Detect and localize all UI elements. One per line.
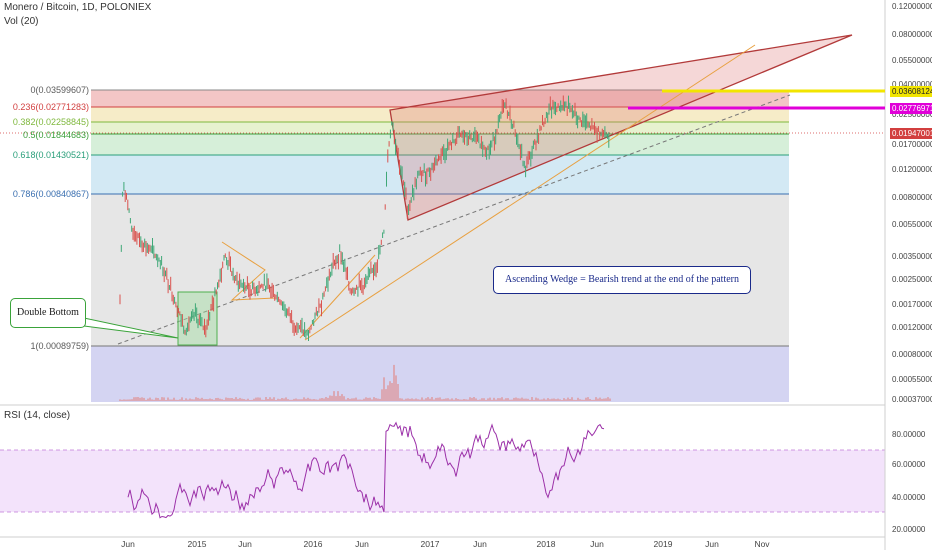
rsi-axis[interactable]: 80.00000 60.00000 40.00000 20.00000: [892, 430, 926, 534]
double-bottom-box: [177, 291, 218, 346]
time-tick: Jun: [590, 539, 604, 549]
rsi-tick: 20.00000: [892, 525, 926, 534]
time-tick: 2016: [304, 539, 323, 549]
time-tick: 2018: [537, 539, 556, 549]
price-tick: 0.00250000: [892, 275, 932, 284]
time-tick: 2017: [421, 539, 440, 549]
rsi-band: [0, 404, 885, 513]
time-tick: Nov: [754, 539, 770, 549]
rsi-line: [127, 421, 605, 519]
price-series: [119, 95, 610, 341]
fib-label: 0.236(0.02771283): [13, 102, 89, 112]
time-tick: Jun: [355, 539, 369, 549]
rsi-series: [127, 421, 605, 519]
time-axis[interactable]: Jun 2015 Jun 2016 Jun 2017 Jun 2018 Jun …: [121, 539, 770, 549]
rsi-tick: 80.00000: [892, 430, 926, 439]
price-tick: 0.00800000: [892, 193, 932, 202]
fib-label: 0(0.03599607): [30, 85, 89, 95]
time-tick: Jun: [473, 539, 487, 549]
rsi-tick: 60.00000: [892, 460, 926, 469]
rsi-tick: 40.00000: [892, 493, 926, 502]
volume-indicator-label[interactable]: Vol (20): [4, 16, 39, 27]
price-tick: 0.01200000: [892, 165, 932, 174]
fib-labels: 0(0.03599607) 0.236(0.02771283) 0.382(0.…: [13, 85, 89, 351]
time-tick: 2019: [654, 539, 673, 549]
fib-label: 1(0.00089759): [30, 341, 89, 351]
wedge-annotation[interactable]: Ascending Wedge = Bearish trend at the e…: [493, 266, 751, 294]
time-tick: 2015: [188, 539, 207, 549]
price-tick: 0.00170000: [892, 300, 932, 309]
price-tick: 0.12000000: [892, 2, 932, 11]
trend-lines: [117, 44, 791, 345]
price-tick: 0.00055000: [892, 375, 932, 384]
time-tick: Jun: [238, 539, 252, 549]
price-tick: 0.00080000: [892, 350, 932, 359]
price-tick: 0.08000000: [892, 30, 932, 39]
price-tick: 0.00037000: [892, 395, 932, 404]
time-tick: Jun: [121, 539, 135, 549]
price-axis[interactable]: 0.12000000 0.08000000 0.05500000 0.04000…: [892, 2, 932, 404]
current-price-badge: 0.01947001: [890, 128, 932, 139]
volume-series: [119, 364, 611, 401]
fib-bands: [91, 89, 789, 402]
chart-title: Monero / Bitcoin, 1D, POLONIEX: [4, 2, 152, 13]
price-tick: 0.00120000: [892, 323, 932, 332]
fib-label: 0.5(0.01844683): [23, 130, 89, 140]
rsi-indicator-label[interactable]: RSI (14, close): [4, 410, 71, 421]
double-bottom-pointer: [83, 317, 179, 339]
yellow-level-badge: 0.03608124: [890, 86, 932, 97]
time-tick: Jun: [705, 539, 719, 549]
price-tick: 0.02500000: [892, 110, 932, 119]
price-tick: 0.01700000: [892, 140, 932, 149]
price-tick: 0.00350000: [892, 252, 932, 261]
fib-label: 0.382(0.02258845): [13, 117, 89, 127]
magenta-level-badge: 0.02776971: [890, 103, 932, 114]
price-tick: 0.05500000: [892, 56, 932, 65]
double-bottom-annotation[interactable]: Double Bottom: [10, 298, 86, 328]
fib-label: 0.618(0.01430521): [13, 150, 89, 160]
price-tick: 0.00550000: [892, 220, 932, 229]
price-tick: 0.04000000: [892, 80, 932, 89]
fib-label: 0.786(0.00840867): [13, 189, 89, 199]
